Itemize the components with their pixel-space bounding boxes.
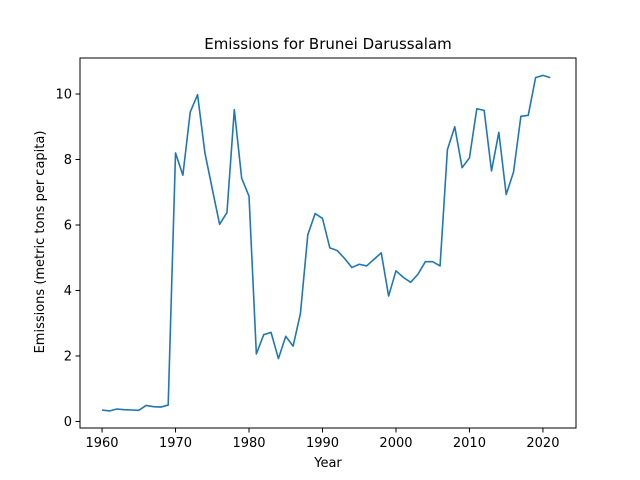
x-tick-label: 1980 bbox=[232, 436, 265, 451]
y-tick-label: 8 bbox=[64, 153, 72, 168]
x-tick-label: 1990 bbox=[306, 436, 339, 451]
y-tick-label: 6 bbox=[64, 218, 72, 233]
x-axis-label: Year bbox=[313, 456, 342, 471]
plot-area bbox=[101, 74, 551, 412]
y-tick-label: 10 bbox=[55, 88, 72, 103]
plot-frame bbox=[79, 57, 577, 429]
y-axis: 0 2 4 6 8 10 bbox=[55, 88, 80, 430]
y-tick-label: 2 bbox=[64, 349, 72, 364]
y-tick-label: 4 bbox=[64, 284, 72, 299]
series-line bbox=[101, 74, 551, 412]
x-tick-label: 2000 bbox=[379, 436, 412, 451]
x-tick-label: 2010 bbox=[453, 436, 486, 451]
chart-title: Emissions for Brunei Darussalam bbox=[204, 35, 452, 53]
x-axis: 1960 1970 1980 1990 2000 2010 2020 bbox=[85, 428, 559, 451]
x-tick-label: 1960 bbox=[85, 436, 118, 451]
y-axis-label: Emissions (metric tons per capita) bbox=[33, 131, 48, 354]
y-tick-label: 0 bbox=[64, 415, 72, 430]
x-tick-label: 1970 bbox=[159, 436, 192, 451]
x-tick-label: 2020 bbox=[526, 436, 559, 451]
